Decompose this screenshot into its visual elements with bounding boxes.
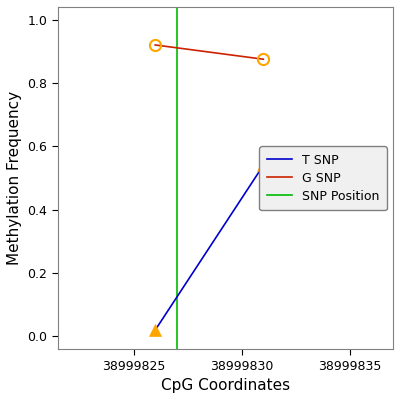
Y-axis label: Methylation Frequency: Methylation Frequency (7, 91, 22, 265)
X-axis label: CpG Coordinates: CpG Coordinates (161, 378, 290, 393)
Legend: T SNP, G SNP, SNP Position: T SNP, G SNP, SNP Position (260, 146, 387, 210)
